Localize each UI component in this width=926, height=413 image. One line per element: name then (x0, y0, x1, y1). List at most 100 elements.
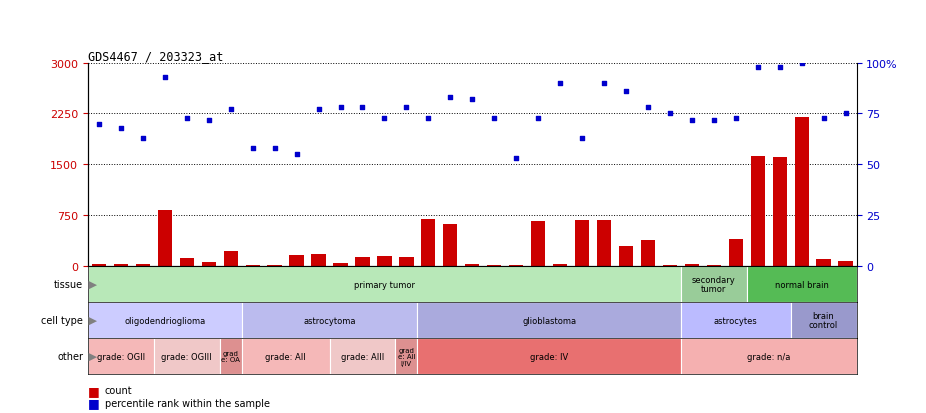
Bar (817, 259, 831, 266)
Bar (681, 303, 791, 338)
Point (531, 115, 545, 121)
Bar (180, 259, 194, 266)
Bar (575, 221, 589, 266)
Text: grad
e: AII
I/IV: grad e: AII I/IV (397, 347, 415, 366)
Bar (223, 252, 238, 266)
Point (223, 107, 238, 114)
Bar (531, 221, 545, 266)
Bar (418, 339, 681, 374)
Point (201, 117, 216, 123)
Bar (219, 339, 242, 374)
Point (596, 81, 611, 87)
Bar (746, 267, 857, 302)
Point (399, 105, 414, 112)
Point (92, 121, 106, 128)
Bar (88, 303, 242, 338)
Point (465, 97, 480, 103)
Bar (597, 221, 611, 266)
Point (355, 105, 369, 112)
Text: brain
control: brain control (809, 311, 838, 330)
Point (289, 151, 304, 158)
Bar (553, 264, 568, 266)
Text: grade: AII: grade: AII (265, 352, 306, 361)
Bar (268, 265, 282, 266)
Point (157, 74, 172, 81)
Bar (838, 261, 853, 266)
Point (553, 81, 568, 87)
Text: primary tumor: primary tumor (354, 280, 415, 289)
Bar (681, 267, 746, 302)
Point (268, 145, 282, 152)
Bar (395, 339, 418, 374)
Text: count: count (105, 385, 132, 395)
Bar (399, 258, 414, 266)
Text: ▶: ▶ (85, 279, 97, 290)
Point (575, 135, 590, 142)
Point (816, 115, 831, 121)
Point (662, 111, 677, 117)
Bar (681, 339, 857, 374)
Point (487, 115, 502, 121)
Point (443, 95, 457, 101)
Bar (356, 258, 369, 266)
Point (180, 115, 194, 121)
Bar (465, 264, 480, 266)
Point (245, 145, 260, 152)
Text: ■: ■ (88, 396, 100, 409)
Bar (444, 225, 457, 266)
Text: grade: OGIII: grade: OGIII (161, 352, 212, 361)
Point (772, 64, 787, 71)
Text: grade: n/a: grade: n/a (747, 352, 791, 361)
Text: astrocytes: astrocytes (714, 316, 757, 325)
Bar (729, 240, 743, 266)
Bar (772, 158, 787, 266)
Point (707, 117, 721, 123)
Point (135, 135, 150, 142)
Bar (377, 256, 392, 266)
Point (729, 115, 744, 121)
Text: grade: AIII: grade: AIII (341, 352, 384, 361)
Bar (418, 303, 681, 338)
Point (838, 111, 853, 117)
Bar (333, 264, 347, 266)
Bar (641, 240, 655, 266)
Bar (707, 265, 721, 266)
Bar (136, 264, 150, 266)
Bar (242, 303, 418, 338)
Bar (311, 254, 326, 266)
Point (619, 89, 633, 95)
Text: grade: OGII: grade: OGII (97, 352, 145, 361)
Text: tissue: tissue (55, 279, 83, 290)
Text: GDS4467 / 203323_at: GDS4467 / 203323_at (88, 50, 223, 62)
Bar (92, 264, 106, 266)
Bar (154, 339, 219, 374)
Text: other: other (57, 351, 83, 361)
Bar (751, 157, 765, 266)
Point (311, 107, 326, 114)
Text: normal brain: normal brain (775, 280, 829, 289)
Text: astrocytoma: astrocytoma (304, 316, 356, 325)
Bar (88, 339, 154, 374)
Point (641, 105, 656, 112)
Text: grad
e: OA: grad e: OA (221, 350, 240, 363)
Text: glioblastoma: glioblastoma (522, 316, 576, 325)
Point (508, 155, 523, 162)
Text: secondary
tumor: secondary tumor (692, 275, 735, 294)
Point (114, 125, 129, 132)
Point (750, 64, 765, 71)
Text: oligodendrioglioma: oligodendrioglioma (124, 316, 206, 325)
Bar (88, 267, 681, 302)
Point (333, 105, 348, 112)
Text: ▶: ▶ (85, 315, 97, 325)
Bar (242, 339, 330, 374)
Bar (684, 264, 699, 266)
Bar (509, 265, 523, 266)
Point (684, 117, 699, 123)
Point (377, 115, 392, 121)
Bar (795, 118, 808, 266)
Bar (619, 247, 633, 266)
Text: cell type: cell type (42, 315, 83, 325)
Bar (330, 339, 395, 374)
Text: percentile rank within the sample: percentile rank within the sample (105, 398, 269, 408)
Bar (421, 219, 435, 266)
